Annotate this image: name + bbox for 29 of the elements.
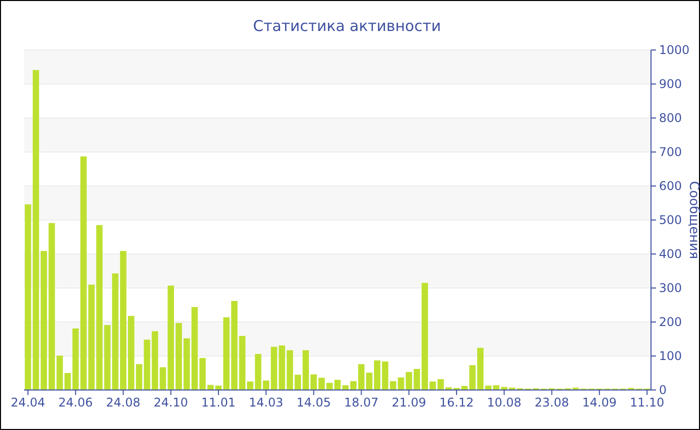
x-tick-label: 14.09 xyxy=(582,396,617,410)
y-tick-label: 1000 xyxy=(659,42,690,57)
y-tick-label: 200 xyxy=(659,314,682,329)
y-tick-label: 900 xyxy=(659,76,682,91)
y-tick-label: 800 xyxy=(659,110,682,125)
x-tick-label: 24.10 xyxy=(154,396,188,410)
x-tick-label: 18.07 xyxy=(344,396,378,410)
bar xyxy=(398,377,404,390)
y-tick-label: 0 xyxy=(659,382,667,397)
x-tick-label: 21.09 xyxy=(392,396,426,410)
x-tick-label: 10.08 xyxy=(486,396,522,410)
y-tick-label: 700 xyxy=(659,144,682,159)
x-tick-label: 14.05 xyxy=(296,396,331,410)
x-tick-label: 23.08 xyxy=(534,396,569,410)
x-tick-label: 11.01 xyxy=(201,396,236,410)
x-tick-label: 24.04 xyxy=(10,396,46,410)
x-tick-label: 24.06 xyxy=(58,396,93,410)
y-axis-title: Сообщения xyxy=(686,180,700,260)
y-tick-label: 400 xyxy=(659,246,682,261)
x-tick-label: 14.03 xyxy=(248,396,284,410)
chart-title: Статистика активности xyxy=(253,17,441,35)
y-tick-label: 600 xyxy=(659,178,682,193)
x-tick-label: 11.10 xyxy=(630,396,664,410)
bar xyxy=(270,346,278,390)
x-tick-label: 16.12 xyxy=(439,396,474,410)
y-tick-label: 300 xyxy=(659,280,682,295)
x-tick-label: 24.08 xyxy=(106,396,140,410)
y-tick-label: 100 xyxy=(659,348,682,363)
y-tick-label: 500 xyxy=(659,212,682,227)
